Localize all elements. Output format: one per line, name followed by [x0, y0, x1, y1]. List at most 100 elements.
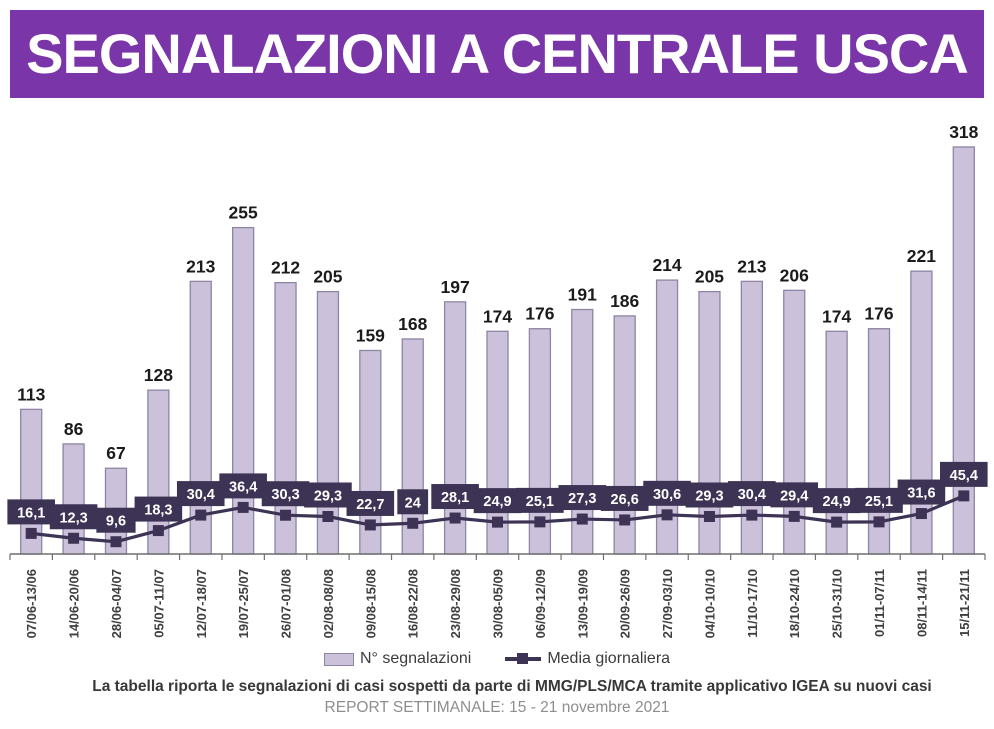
line-value-label: 25,1 [526, 494, 554, 510]
line-value-label: 36,4 [229, 479, 257, 495]
line-value-label: 16,1 [17, 505, 45, 521]
line-value-badge [558, 485, 607, 511]
line-marker [619, 514, 631, 526]
x-axis-label: 05/07-11/07 [151, 569, 166, 638]
bar-value-label: 255 [229, 203, 258, 223]
line-value-label: 22,7 [356, 497, 384, 513]
bar-value-label: 128 [144, 365, 173, 385]
x-axis-label: 25/10-31/10 [830, 569, 845, 638]
line-marker [576, 513, 588, 525]
report-period: REPORT SETTIMANALE: 15 - 21 novembre 202… [324, 699, 670, 716]
bar-value-label: 221 [907, 246, 936, 266]
x-axis-label: 26/07-01/08 [279, 569, 294, 638]
chart-legend: N° segnalazioni Media giornaliera [0, 647, 994, 671]
line-marker [25, 527, 37, 539]
line-value-label: 45,4 [950, 468, 978, 484]
x-axis-label: 18/10-24/10 [787, 569, 802, 638]
bar-value-label: 205 [313, 267, 342, 287]
x-axis-label: 23/08-29/08 [448, 569, 463, 638]
line-marker [831, 516, 843, 528]
line-value-badge [134, 496, 183, 522]
line-marker [788, 510, 800, 522]
line-value-label: 25,1 [865, 494, 893, 510]
line-value-badge [176, 481, 225, 507]
bar-value-label: 213 [186, 256, 215, 276]
line-marker [364, 519, 376, 531]
line-value-badge [855, 487, 903, 513]
line-value-badge [96, 507, 136, 533]
line-marker [661, 509, 673, 521]
line-value-badge [397, 489, 429, 515]
line-value-label: 18,3 [144, 503, 172, 519]
x-axis-label: 01/11-07/11 [872, 569, 887, 637]
line-marker [280, 509, 292, 521]
line-value-label: 26,6 [611, 492, 639, 508]
x-axis-label: 04/10-10/10 [702, 569, 717, 638]
bar-value-label: 113 [17, 384, 45, 404]
line-marker [68, 532, 80, 544]
line-value-badge [346, 490, 395, 516]
x-axis-label: 27/09-03/10 [660, 569, 675, 638]
line-series-label: Media giornaliera [547, 650, 671, 667]
line-value-label: 24 [405, 495, 421, 511]
line-marker [152, 525, 164, 537]
bar-value-label: 214 [652, 255, 681, 275]
line-marker [915, 508, 927, 520]
bar-value-label: 174 [483, 306, 512, 326]
line-value-label: 12,3 [59, 510, 87, 526]
bar-value-label: 212 [271, 258, 300, 278]
line-value-badge [897, 479, 946, 505]
x-axis-label: 12/07-18/07 [194, 569, 209, 638]
x-axis-label: 08/11-14/11 [914, 569, 929, 637]
x-axis-label: 16/08-22/08 [406, 569, 421, 638]
line-value-badge [940, 461, 988, 487]
bar-series-label: N° segnalazioni [359, 650, 472, 667]
line-value-badge [431, 484, 479, 510]
line-series-marker-icon [505, 653, 542, 664]
line-value-badge [643, 480, 691, 506]
x-axis-label: 09/08-15/08 [363, 569, 378, 638]
line-marker [110, 536, 122, 548]
bar-value-label: 67 [106, 443, 125, 463]
legend-item-media: Media giornaliera [505, 650, 670, 668]
line-value-badge [7, 499, 55, 525]
x-axis-label: 11/10-17/10 [745, 569, 760, 638]
bar-value-label: 186 [610, 291, 639, 311]
x-axis-label: 06/09-12/09 [533, 569, 548, 638]
bar-value-label: 206 [780, 265, 809, 285]
line-value-label: 30,6 [653, 487, 681, 503]
line-value-badge [812, 488, 861, 514]
bar-value-label: 205 [695, 267, 724, 287]
line-marker [407, 517, 419, 529]
line-marker [958, 490, 970, 502]
x-axis-label: 19/07-25/07 [236, 569, 251, 638]
combo-chart: 113 86 67 128 213 255 212 205 159 168 197 174 176 191… [7, 122, 988, 638]
page-title: SEGNALAZIONI A CENTRALE USCA [26, 22, 969, 85]
x-axis-label: 30/08-05/09 [491, 569, 506, 638]
line-value-badge [728, 481, 776, 507]
x-axis-label: 13/09-19/09 [575, 569, 590, 638]
line-marker [746, 509, 758, 521]
bar-value-label: 197 [441, 277, 470, 297]
bar-value-label: 174 [822, 306, 851, 326]
bar-value-label: 159 [356, 325, 385, 345]
line-marker [322, 510, 334, 522]
line-value-badge [770, 482, 819, 508]
line-marker [703, 510, 715, 522]
line-value-badge [304, 482, 352, 508]
line-value-badge [600, 485, 649, 511]
bar-value-label: 176 [525, 304, 554, 324]
line-value-label: 29,4 [780, 488, 808, 504]
bar-value-label: 318 [949, 122, 978, 142]
line-value-label: 31,6 [907, 486, 935, 502]
line-marker [237, 501, 249, 513]
line-marker [534, 516, 546, 528]
line-value-badge [49, 504, 98, 530]
line-value-label: 24,9 [823, 494, 851, 510]
line-value-label: 28,1 [441, 490, 469, 506]
x-axis-label: 28/06-04/07 [109, 569, 124, 638]
x-axis-label: 20/09-26/09 [618, 569, 633, 638]
line-marker [195, 509, 207, 521]
x-axis-label: 07/06-13/06 [24, 569, 39, 638]
